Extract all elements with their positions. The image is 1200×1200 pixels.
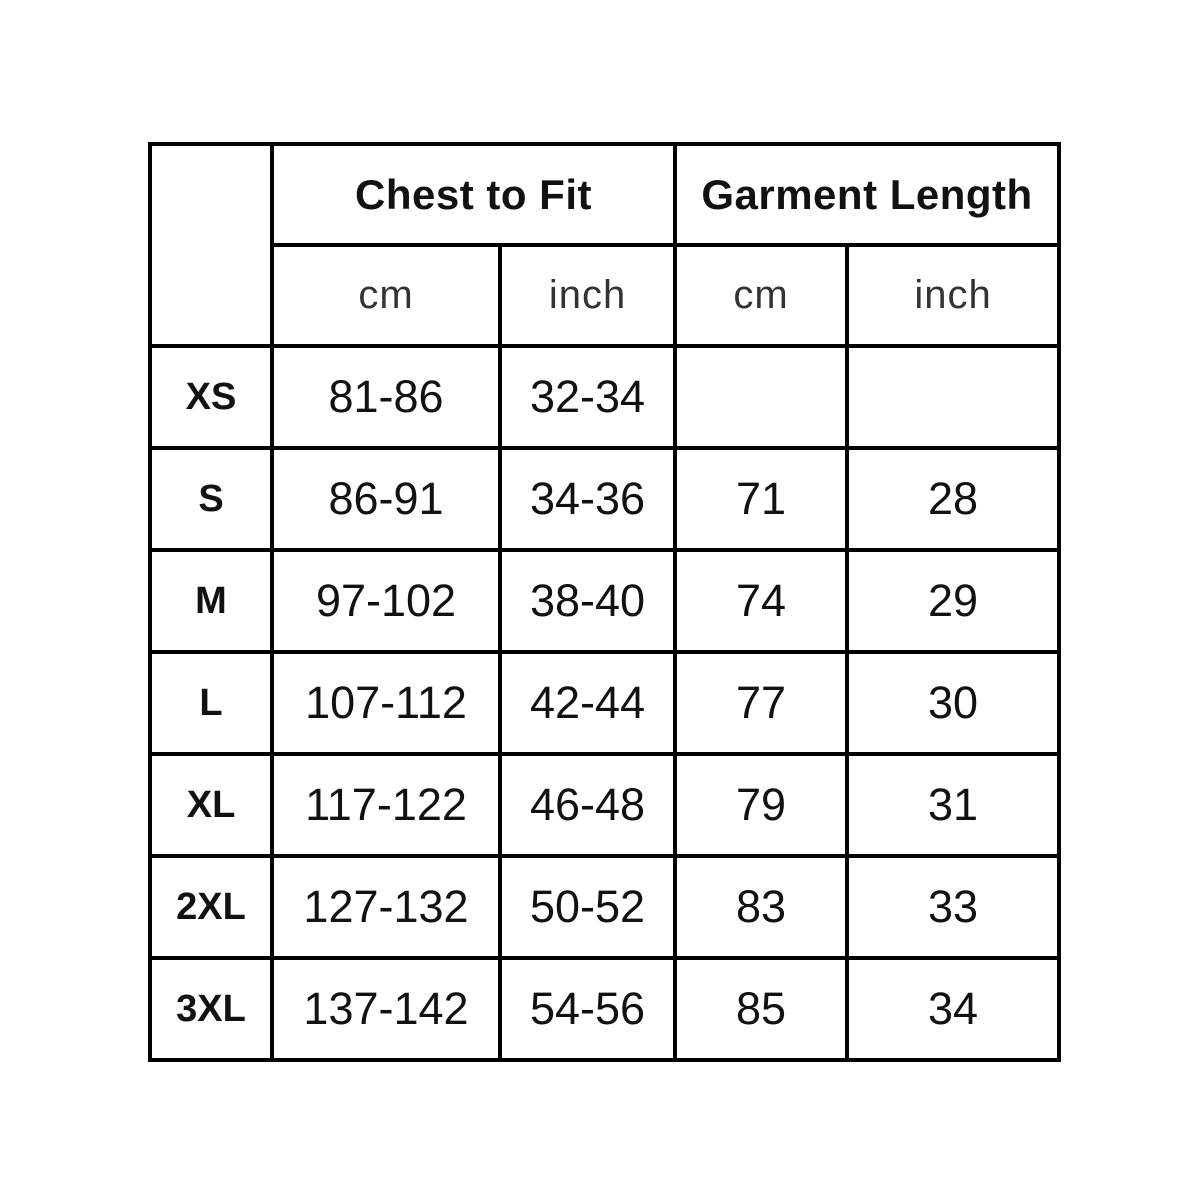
length-inch-value: 30	[845, 650, 1062, 756]
size-label: 3XL	[148, 956, 274, 1062]
length-cm-value: 79	[673, 752, 850, 858]
table-row-2xl: 2XL 127-132 50-52 83 33	[148, 854, 1062, 960]
chest-cm-value: 86-91	[270, 446, 502, 552]
length-cm-value	[673, 344, 850, 450]
garment-length-header: Garment Length	[673, 142, 1062, 247]
size-label: S	[148, 446, 274, 552]
length-inch-value: 31	[845, 752, 1062, 858]
chest-inch-value: 32-34	[497, 344, 678, 450]
table-row-m: M 97-102 38-40 74 29	[148, 548, 1062, 654]
chest-inch-value: 38-40	[497, 548, 678, 654]
size-label: XS	[148, 344, 274, 450]
size-chart-table: Chest to Fit Garment Length cm inch cm i…	[148, 142, 1062, 1062]
length-cm-value: 85	[673, 956, 850, 1062]
group-header-row: Chest to Fit Garment Length	[148, 142, 1062, 348]
table-row-xl: XL 117-122 46-48 79 31	[148, 752, 1062, 858]
chest-cm-value: 107-112	[270, 650, 502, 756]
chest-cm-value: 127-132	[270, 854, 502, 960]
length-inch-value: 29	[845, 548, 1062, 654]
chest-cm-value: 117-122	[270, 752, 502, 858]
chest-cm-value: 97-102	[270, 548, 502, 654]
size-label: M	[148, 548, 274, 654]
length-inch-value: 34	[845, 956, 1062, 1062]
unit-header-chest-inch: inch	[497, 243, 678, 348]
unit-header-chest-cm: cm	[270, 243, 502, 348]
length-inch-value	[845, 344, 1062, 450]
length-cm-value: 83	[673, 854, 850, 960]
size-label: 2XL	[148, 854, 274, 960]
chest-inch-value: 34-36	[497, 446, 678, 552]
chest-inch-value: 46-48	[497, 752, 678, 858]
length-inch-value: 33	[845, 854, 1062, 960]
unit-header-length-cm: cm	[673, 243, 850, 348]
table-row-3xl: 3XL 137-142 54-56 85 34	[148, 956, 1062, 1062]
table-row-xs: XS 81-86 32-34	[148, 344, 1062, 450]
chest-inch-value: 54-56	[497, 956, 678, 1062]
chest-cm-value: 137-142	[270, 956, 502, 1062]
table-row-l: L 107-112 42-44 77 30	[148, 650, 1062, 756]
chest-cm-value: 81-86	[270, 344, 502, 450]
size-label: XL	[148, 752, 274, 858]
length-cm-value: 71	[673, 446, 850, 552]
length-cm-value: 77	[673, 650, 850, 756]
chest-inch-value: 42-44	[497, 650, 678, 756]
table-row-s: S 86-91 34-36 71 28	[148, 446, 1062, 552]
size-label: L	[148, 650, 274, 756]
unit-header-length-inch: inch	[845, 243, 1062, 348]
length-inch-value: 28	[845, 446, 1062, 552]
length-cm-value: 74	[673, 548, 850, 654]
chest-to-fit-header: Chest to Fit	[269, 142, 678, 247]
chest-inch-value: 50-52	[497, 854, 678, 960]
unit-header-row: cm inch cm inch	[150, 243, 1062, 348]
blank-corner-cell	[148, 142, 274, 348]
